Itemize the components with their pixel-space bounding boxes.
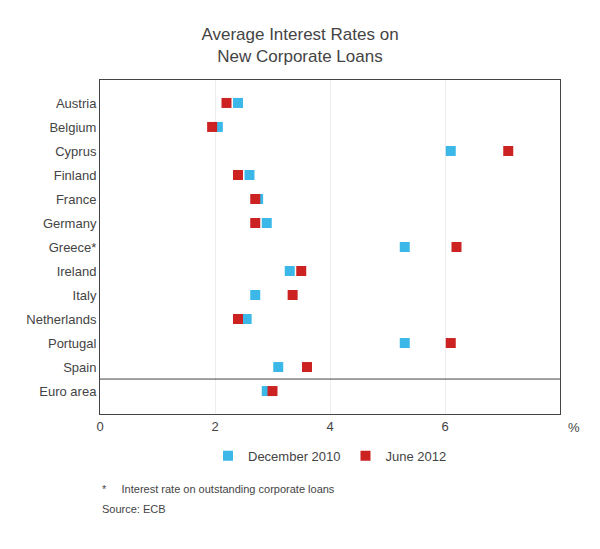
svg-text:4: 4 xyxy=(326,419,333,434)
svg-text:June 2012: June 2012 xyxy=(386,449,447,464)
svg-text:December 2010: December 2010 xyxy=(248,449,341,464)
svg-text:Average Interest Rates onNew C: Average Interest Rates onNew Corporate L… xyxy=(201,25,398,66)
svg-text:Portugal: Portugal xyxy=(48,336,97,351)
svg-text:0: 0 xyxy=(96,419,103,434)
svg-text:%: % xyxy=(568,420,580,435)
svg-text:Greece*: Greece* xyxy=(49,240,97,255)
svg-text:Source: ECB: Source: ECB xyxy=(102,503,166,515)
svg-text:Euro area: Euro area xyxy=(39,384,97,399)
svg-text:Netherlands: Netherlands xyxy=(26,312,97,327)
svg-text:Spain: Spain xyxy=(63,360,96,375)
svg-text:Ireland: Ireland xyxy=(57,264,97,279)
svg-text:Germany: Germany xyxy=(43,216,97,231)
svg-text:* Interest rate on outstan: * Interest rate on outstanding corporate… xyxy=(102,483,335,495)
svg-text:Cyprus: Cyprus xyxy=(55,144,97,159)
svg-text:Belgium: Belgium xyxy=(49,120,96,135)
svg-text:Italy: Italy xyxy=(73,288,97,303)
svg-text:France: France xyxy=(56,192,96,207)
svg-text:Finland: Finland xyxy=(54,168,97,183)
svg-text:2: 2 xyxy=(211,419,218,434)
svg-text:Austria: Austria xyxy=(56,96,97,111)
svg-text:6: 6 xyxy=(441,419,448,434)
